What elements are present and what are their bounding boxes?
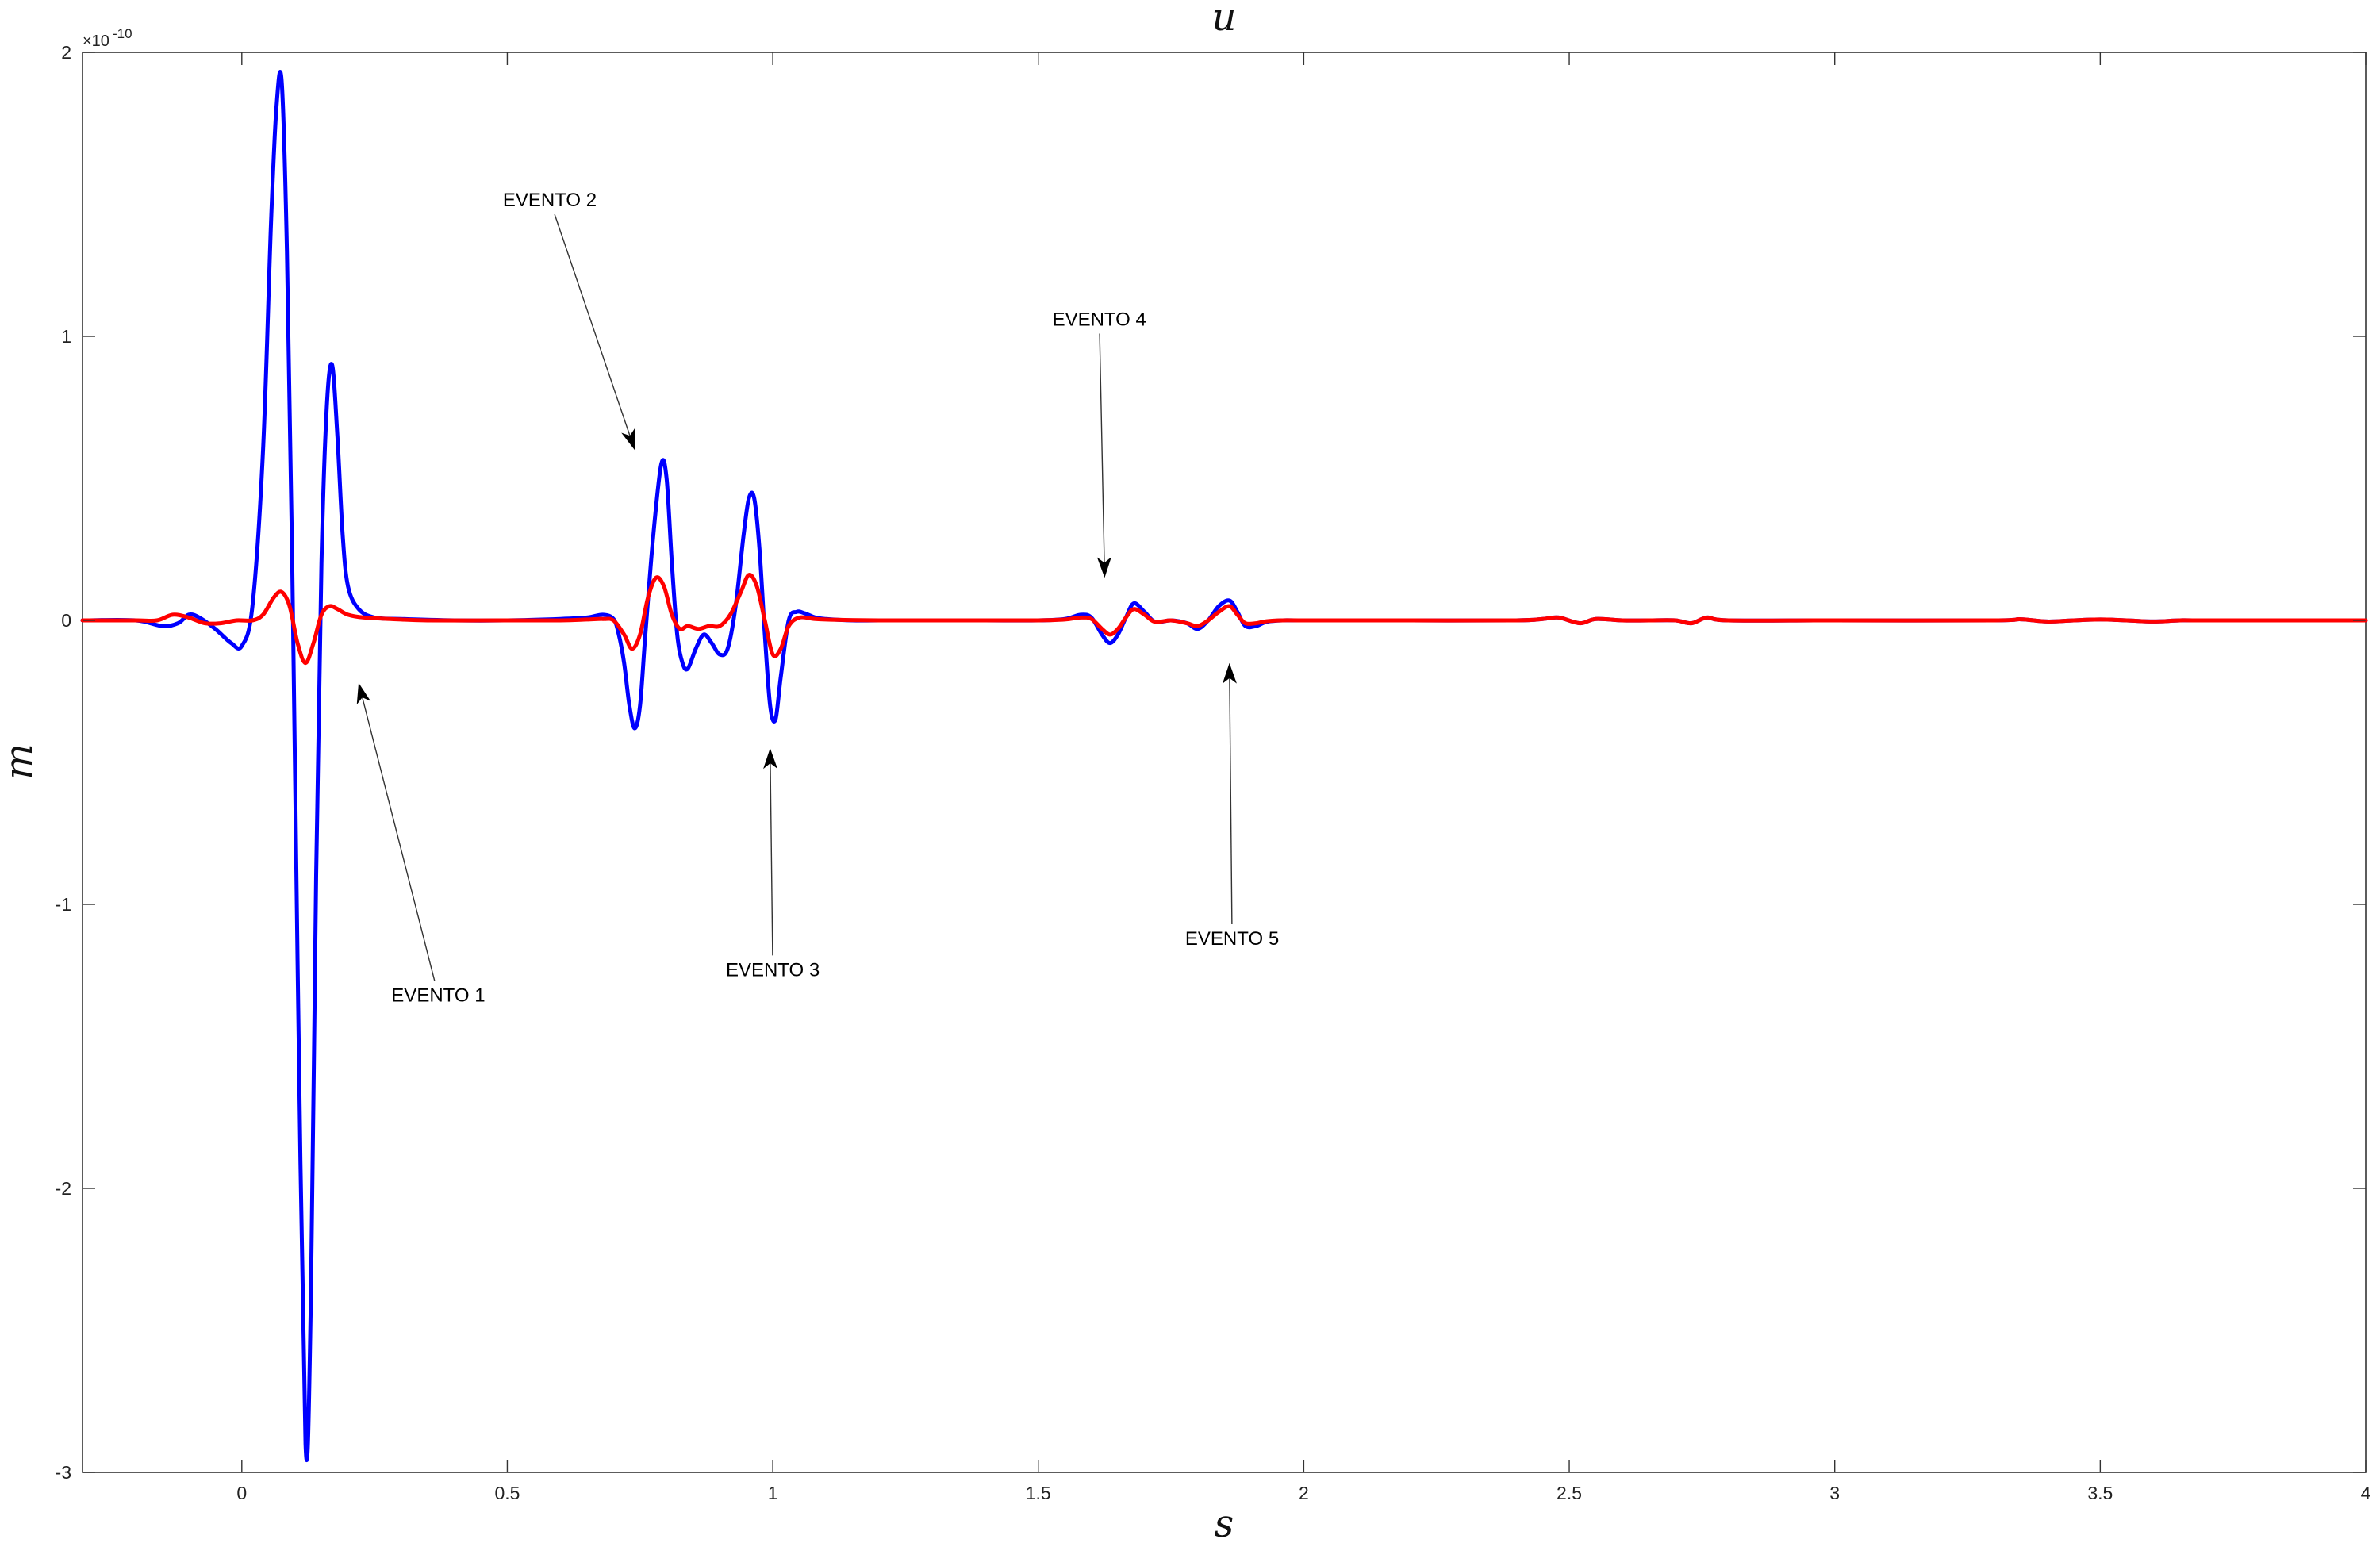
annotation-label: EVENTO 2 xyxy=(503,190,597,211)
y-tick-label: 2 xyxy=(61,42,71,63)
annotation-arrowhead xyxy=(1096,557,1111,578)
annotation-arrow-line xyxy=(1099,333,1105,564)
y-tick-label: 1 xyxy=(61,326,71,347)
y-tick-label: -3 xyxy=(56,1462,71,1483)
x-tick-label: 1 xyxy=(768,1483,778,1503)
x-tick-label: 2 xyxy=(1299,1483,1309,1503)
x-tick-label: 3.5 xyxy=(2087,1483,2113,1503)
y-exponent-base: ×10 xyxy=(83,33,109,50)
x-tick-label: 3 xyxy=(1829,1483,1840,1503)
y-exponent-power: -10 xyxy=(113,26,132,41)
y-exponent: ×10 -10 xyxy=(83,26,132,50)
x-tick-label: 2.5 xyxy=(1557,1483,1582,1503)
annotation-arrowhead xyxy=(763,748,778,770)
annotation-layer: EVENTO 1 EVENTO 2 EVENTO 3 EVENTO 4 EVENTO 5 xyxy=(356,190,1279,1007)
annotation-arrow-line xyxy=(1229,677,1233,924)
annotation-arrow-line xyxy=(770,762,774,956)
annotation-label: EVENTO 1 xyxy=(391,985,485,1007)
x-tick-label: 1.5 xyxy=(1026,1483,1051,1503)
x-axis-label: s xyxy=(1215,1502,1234,1543)
y-axis-label: m xyxy=(0,743,41,780)
annotation-arrowhead xyxy=(356,682,371,705)
series-line-2 xyxy=(80,573,2368,666)
annotation-label: EVENTO 4 xyxy=(1053,309,1146,331)
annotation-arrow-line xyxy=(361,697,436,981)
annotation-label: EVENTO 5 xyxy=(1185,928,1279,950)
annotation-arrow-line xyxy=(554,213,631,437)
annotation-label: EVENTO 3 xyxy=(726,959,820,981)
y-tick-label: 0 xyxy=(61,610,71,631)
annotation-arrowhead xyxy=(621,428,635,451)
x-tick-label: 0.5 xyxy=(494,1483,520,1503)
x-tick-label: 4 xyxy=(2361,1483,2371,1503)
y-tick-label: -1 xyxy=(56,894,71,915)
annotation-arrowhead xyxy=(1222,662,1237,684)
plot-area xyxy=(82,52,2367,1473)
y-tick-label: -2 xyxy=(56,1178,71,1199)
series-layer xyxy=(80,70,2368,1462)
tick-layer: 0 0.5 1 1.5 2 2.5 3 3.5 4 2 1 0 -1 -2 -3 xyxy=(56,42,2371,1503)
x-tick-label: 0 xyxy=(236,1483,247,1503)
chart-title: u xyxy=(1212,0,1237,40)
